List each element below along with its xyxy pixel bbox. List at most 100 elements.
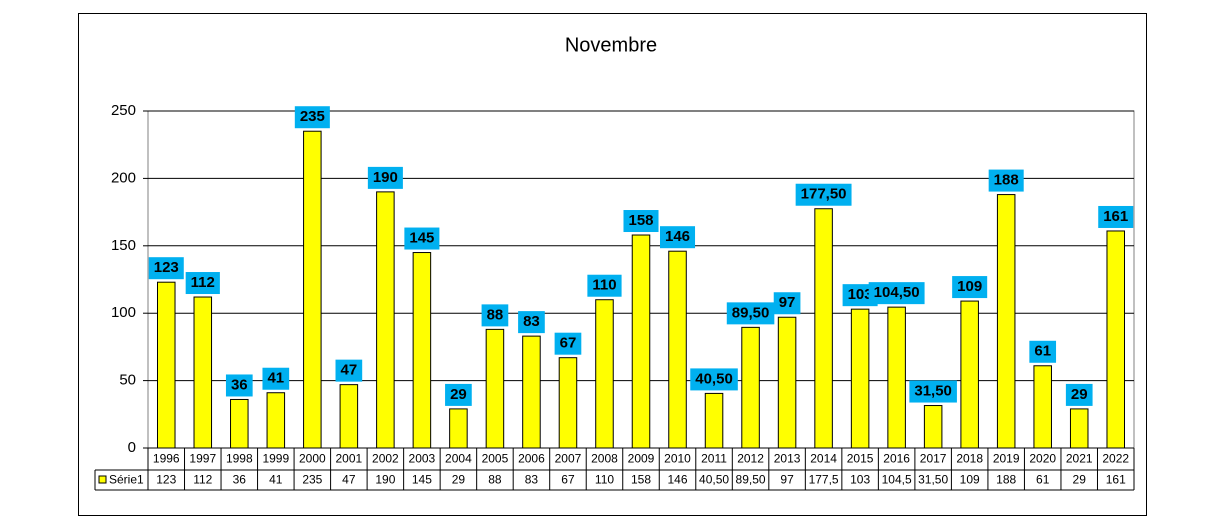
table-cell: 235 <box>302 473 322 487</box>
bar <box>923 405 943 449</box>
x-tick-label: 1997 <box>189 452 216 466</box>
value-label-box <box>335 359 363 382</box>
x-tick-label: 2004 <box>445 452 472 466</box>
x-tick-label: 2015 <box>847 452 874 466</box>
bar <box>1033 365 1052 449</box>
bar <box>814 208 833 449</box>
value-label: 112 <box>191 274 215 291</box>
table-cell: 97 <box>780 473 794 487</box>
bar <box>668 250 687 449</box>
table-cell: 36 <box>233 473 247 487</box>
bar <box>412 252 432 449</box>
y-tick-label: 150 <box>111 237 136 254</box>
value-label: 83 <box>523 313 540 330</box>
table-cell: 88 <box>488 473 502 487</box>
x-tick-label: 1996 <box>153 452 180 466</box>
value-label-box <box>445 383 472 406</box>
x-tick-label: 2006 <box>518 452 545 466</box>
value-label-box <box>952 276 988 299</box>
table-cell: 123 <box>156 473 176 487</box>
x-tick-label: 2017 <box>920 452 947 466</box>
bar <box>960 300 979 449</box>
table-cell: 40,50 <box>699 473 729 487</box>
table-cell: 112 <box>193 473 212 487</box>
table-cell: 47 <box>342 473 356 487</box>
bar <box>595 299 614 449</box>
chart-title: Novembre <box>565 34 657 56</box>
bar <box>485 328 505 449</box>
value-label-box <box>1029 340 1057 363</box>
bar <box>631 234 651 449</box>
x-tick-label: 2002 <box>372 452 399 466</box>
value-label: 123 <box>154 259 179 276</box>
value-label: 67 <box>560 335 577 352</box>
bar <box>777 316 797 449</box>
table-cell: 89,50 <box>736 473 766 487</box>
table-cell: 190 <box>375 473 395 487</box>
legend-label: Série1 <box>109 473 144 487</box>
value-label-box <box>623 210 659 233</box>
value-label: 177,50 <box>801 186 847 203</box>
bar <box>850 308 870 449</box>
value-label-box <box>773 292 801 315</box>
value-label: 97 <box>779 294 796 311</box>
bar <box>156 281 176 449</box>
value-label: 188 <box>994 172 1019 189</box>
x-tick-label: 2019 <box>993 452 1020 466</box>
value-label-box <box>518 311 545 334</box>
bar <box>558 357 578 449</box>
value-label: 235 <box>300 108 325 125</box>
table-cell: 158 <box>631 473 651 487</box>
x-tick-label: 2010 <box>664 452 691 466</box>
bar <box>376 191 395 449</box>
bar <box>266 392 286 449</box>
table-cell: 109 <box>960 473 980 487</box>
x-tick-label: 2018 <box>956 452 983 466</box>
value-label: 88 <box>487 306 504 323</box>
x-tick-label: 2005 <box>482 452 509 466</box>
x-tick-label: 1999 <box>262 452 289 466</box>
bar <box>339 384 359 449</box>
value-label-box <box>587 274 622 297</box>
table-cell: 29 <box>452 473 466 487</box>
value-label: 190 <box>373 169 398 186</box>
bar <box>996 194 1016 449</box>
value-label-box <box>795 183 852 206</box>
table-cell: 103 <box>850 473 870 487</box>
x-tick-label: 2012 <box>737 452 764 466</box>
value-label-box <box>660 226 696 249</box>
value-label: 40,50 <box>695 370 733 387</box>
table-cell: 177,5 <box>809 473 839 487</box>
table-cell: 31,50 <box>918 473 948 487</box>
table-cell: 104,5 <box>882 473 912 487</box>
table-cell: 67 <box>561 473 575 487</box>
y-tick-label: 200 <box>111 169 136 186</box>
bar <box>449 408 468 449</box>
table-cell: 29 <box>1073 473 1087 487</box>
x-tick-label: 2001 <box>336 452 363 466</box>
legend-swatch <box>98 475 107 484</box>
x-tick-label: 2011 <box>701 452 727 466</box>
x-tick-label: 2014 <box>810 452 837 466</box>
bar <box>303 130 322 449</box>
value-label: 104,50 <box>874 284 920 301</box>
value-label: 47 <box>341 362 358 379</box>
value-label: 145 <box>409 230 434 247</box>
table-cell: 188 <box>996 473 1016 487</box>
value-label-box <box>185 272 220 295</box>
value-label: 36 <box>231 376 248 393</box>
value-label: 161 <box>1103 208 1128 225</box>
value-label-box <box>262 367 290 390</box>
bar <box>741 326 760 449</box>
value-label-box <box>1098 205 1134 228</box>
bar <box>193 296 213 449</box>
y-tick-label: 100 <box>111 304 136 321</box>
x-tick-label: 2009 <box>628 452 655 466</box>
value-label-box <box>225 374 253 397</box>
value-label-box <box>1065 383 1093 406</box>
table-cell: 146 <box>668 473 688 487</box>
value-label-box <box>367 166 403 189</box>
table-cell: 145 <box>412 473 432 487</box>
table-cell: 110 <box>595 473 614 487</box>
